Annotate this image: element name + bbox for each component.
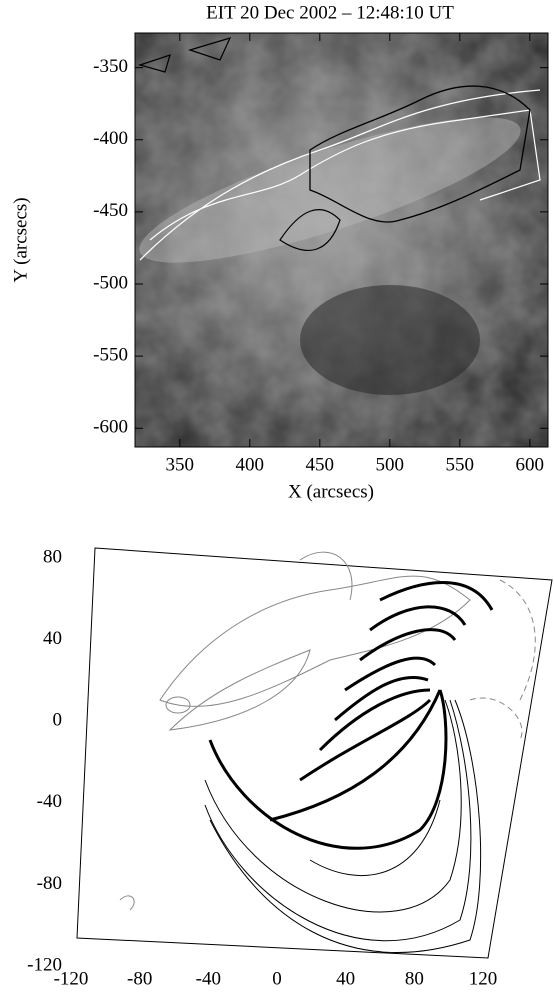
y-tick-label: 0 bbox=[53, 710, 63, 731]
x-tick-label: 0 bbox=[272, 968, 282, 989]
x-tick-label: 500 bbox=[376, 454, 405, 475]
y-tick-label: -550 bbox=[93, 344, 128, 365]
x-tick-label: 400 bbox=[236, 454, 265, 475]
y-tick-label: -500 bbox=[93, 272, 128, 293]
y-tick-label: -40 bbox=[37, 791, 62, 812]
x-tick-label: -40 bbox=[196, 968, 221, 989]
x-tick-label: 450 bbox=[306, 454, 335, 475]
y-axis-label: Y (arcsecs) bbox=[10, 197, 31, 282]
eit-image bbox=[135, 33, 548, 447]
field-line-panel bbox=[76, 547, 553, 959]
x-tick-label: 600 bbox=[516, 454, 545, 475]
y-tick-label: -600 bbox=[93, 417, 128, 438]
x-tick-label: 350 bbox=[166, 454, 195, 475]
x-tick-label: -80 bbox=[127, 968, 152, 989]
x-tick-label: 40 bbox=[336, 968, 355, 989]
x-tick-label: 80 bbox=[405, 968, 424, 989]
x-tick-label: -120 bbox=[54, 968, 89, 989]
y-tick-label: -120 bbox=[27, 954, 62, 975]
x-tick-label: 120 bbox=[469, 968, 498, 989]
y-tick-label: -400 bbox=[93, 128, 128, 149]
y-tick-label: -450 bbox=[93, 200, 128, 221]
x-axis-label: X (arcsecs) bbox=[288, 481, 374, 502]
panel-title: EIT 20 Dec 2002 – 12:48:10 UT bbox=[206, 2, 454, 23]
y-tick-label: -350 bbox=[93, 56, 128, 77]
x-tick-label: 550 bbox=[446, 454, 475, 475]
y-tick-label: 40 bbox=[43, 628, 62, 649]
y-tick-label: 80 bbox=[43, 546, 62, 567]
y-tick-label: -80 bbox=[37, 873, 62, 894]
